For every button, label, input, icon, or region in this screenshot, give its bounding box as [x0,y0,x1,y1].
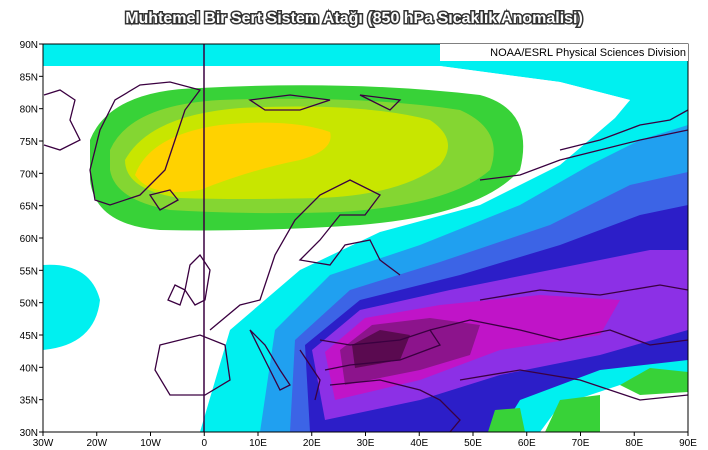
lon-label: 60E [518,438,536,449]
lat-label: 90N [20,40,38,51]
lon-label: 50E [464,438,482,449]
lon-label: 20W [86,438,107,449]
lon-label: 90E [679,438,697,449]
lon-label: 10E [249,438,267,449]
lat-label: 75N [20,137,38,148]
attribution-box [440,44,688,61]
attribution: NOAA/ESRL Physical Sciences Division [490,47,686,59]
lon-label: 30W [33,438,54,449]
lat-label: 50N [20,299,38,310]
lon-label: 40E [410,438,428,449]
lon-label: 10W [140,438,161,449]
lon-label: 20E [303,438,321,449]
lon-label: 30E [357,438,375,449]
lat-label: 30N [20,428,38,439]
lat-label: 60N [20,234,38,245]
lat-label: 80N [20,105,38,116]
coastlines [43,81,688,432]
anomaly-field [43,44,688,432]
lon-label: 0 [201,438,207,449]
title: Muhtemel Bir Sert Sistem Atağı (850 hPa … [125,10,583,27]
lat-label: 85N [20,72,38,83]
lon-label: 80E [625,438,643,449]
lat-label: 55N [20,266,38,277]
lon-label: 70E [572,438,590,449]
lat-label: 65N [20,202,38,213]
lat-label: 70N [20,169,38,180]
lat-label: 45N [20,331,38,342]
lat-label: 40N [20,363,38,374]
lat-label: 35N [20,396,38,407]
